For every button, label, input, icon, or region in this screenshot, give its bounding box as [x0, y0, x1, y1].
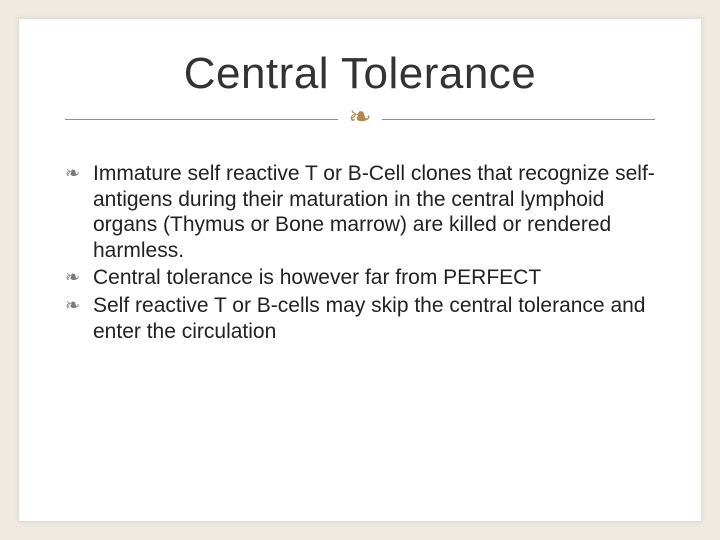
flourish-icon: ❧	[65, 163, 80, 185]
flourish-icon: ❧	[65, 295, 80, 317]
list-item: ❧ Central tolerance is however far from …	[65, 265, 655, 291]
bullet-text: Self reactive T or B-cells may skip the …	[93, 294, 645, 343]
flourish-icon: ❧	[65, 267, 80, 289]
title-divider: ❧	[65, 105, 655, 133]
slide-title: Central Tolerance	[65, 49, 655, 99]
bullet-text: Central tolerance is however far from PE…	[93, 266, 541, 289]
slide-card: Central Tolerance ❧ ❧ Immature self reac…	[18, 18, 702, 522]
list-item: ❧ Immature self reactive T or B-Cell clo…	[65, 161, 655, 263]
bullet-text: Immature self reactive T or B-Cell clone…	[93, 162, 655, 262]
list-item: ❧ Self reactive T or B-cells may skip th…	[65, 293, 655, 344]
divider-line-right	[382, 119, 655, 120]
flourish-icon: ❧	[338, 103, 381, 131]
bullet-list: ❧ Immature self reactive T or B-Cell clo…	[65, 161, 655, 344]
divider-line-left	[65, 119, 338, 120]
